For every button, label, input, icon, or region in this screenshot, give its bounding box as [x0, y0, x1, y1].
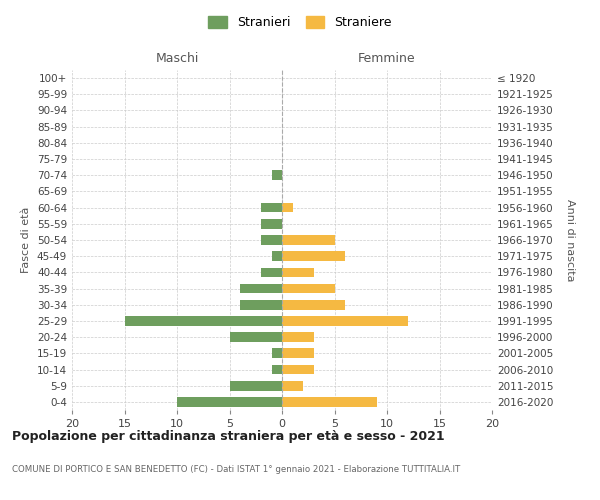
Text: Popolazione per cittadinanza straniera per età e sesso - 2021: Popolazione per cittadinanza straniera p… — [12, 430, 445, 443]
Bar — [125, 316, 282, 326]
Bar — [282, 284, 335, 294]
Bar — [282, 252, 345, 261]
Bar — [271, 252, 282, 261]
Bar — [282, 348, 314, 358]
Bar — [282, 235, 335, 245]
Bar — [261, 268, 282, 277]
Bar — [271, 364, 282, 374]
Bar — [282, 203, 293, 212]
Bar — [282, 381, 303, 390]
Bar — [240, 300, 282, 310]
Bar — [240, 284, 282, 294]
Y-axis label: Anni di nascita: Anni di nascita — [565, 198, 575, 281]
Bar — [282, 268, 314, 277]
Text: Femmine: Femmine — [358, 52, 416, 65]
Bar — [282, 364, 314, 374]
Bar — [282, 316, 408, 326]
Text: Maschi: Maschi — [155, 52, 199, 65]
Bar — [271, 170, 282, 180]
Text: COMUNE DI PORTICO E SAN BENEDETTO (FC) - Dati ISTAT 1° gennaio 2021 - Elaborazio: COMUNE DI PORTICO E SAN BENEDETTO (FC) -… — [12, 465, 460, 474]
Bar — [261, 219, 282, 228]
Bar — [282, 397, 377, 407]
Bar — [271, 348, 282, 358]
Bar — [282, 300, 345, 310]
Bar — [229, 381, 282, 390]
Bar — [261, 235, 282, 245]
Y-axis label: Fasce di età: Fasce di età — [22, 207, 31, 273]
Bar — [282, 332, 314, 342]
Bar — [177, 397, 282, 407]
Legend: Stranieri, Straniere: Stranieri, Straniere — [203, 11, 397, 34]
Bar — [229, 332, 282, 342]
Bar — [261, 203, 282, 212]
